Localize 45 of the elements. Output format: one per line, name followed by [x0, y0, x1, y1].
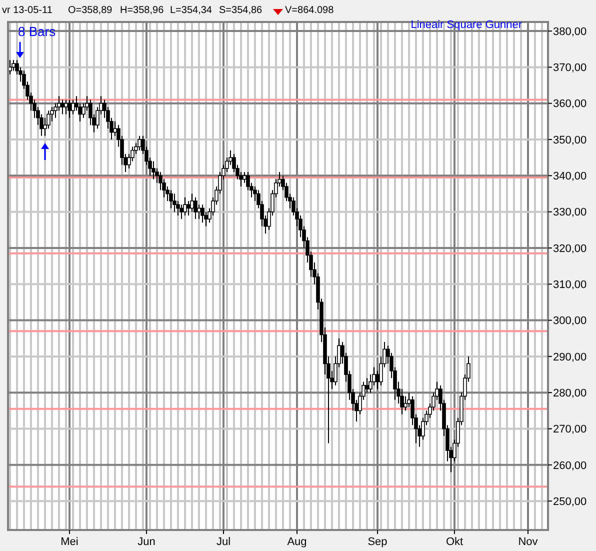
x-tick-label: Jul [216, 536, 231, 548]
y-tick-label: 290,00 [553, 351, 587, 364]
y-tick-label: 370,00 [553, 62, 587, 74]
text: L=354,34 [170, 5, 212, 16]
candlestick [190, 193, 194, 212]
y-tick-label: 250,00 [553, 496, 587, 508]
candlestick [64, 99, 68, 115]
text: vr 13-05-11 [2, 5, 53, 16]
candlestick [71, 99, 75, 115]
y-tick-label: 330,00 [553, 206, 587, 219]
y-tick-label: 310,00 [553, 278, 587, 291]
x-tick-label: Nov [518, 536, 538, 548]
y-tick-label: 300,00 [553, 315, 587, 328]
candlestick [186, 200, 190, 216]
x-tick-label: Okt [446, 536, 464, 548]
candlestick [172, 193, 176, 212]
candlestick [169, 190, 173, 209]
text: O=358,89 [68, 5, 113, 16]
text: V=864.098 [285, 5, 334, 16]
text: S=354,86 [219, 5, 263, 16]
candlestick [194, 196, 198, 220]
candlestick [138, 135, 142, 151]
x-tick-label: Mei [60, 536, 78, 548]
candlestick [404, 396, 408, 412]
candlestick [200, 204, 204, 224]
x-tick-label: Aug [287, 536, 307, 548]
y-tick-label: 270,00 [553, 424, 587, 436]
annotation: Lineair Square Gunner [410, 19, 522, 31]
x-tick-label: Sep [368, 536, 388, 548]
annotation: 8 Bars [18, 24, 56, 39]
candlestick [365, 378, 369, 394]
candlestick [12, 59, 16, 72]
text: H=358,96 [120, 5, 164, 16]
y-tick-label: 350,00 [553, 134, 587, 146]
candlestick [152, 160, 156, 180]
candlestick [183, 196, 187, 216]
y-tick-label: 280,00 [553, 387, 587, 400]
y-tick-label: 320,00 [553, 242, 587, 255]
y-tick-label: 380,00 [553, 26, 587, 38]
x-tick-label: Jun [138, 536, 156, 548]
y-tick-label: 260,00 [553, 460, 587, 472]
candlestick [68, 99, 72, 118]
y-tick-label: 360,00 [553, 98, 587, 110]
candlestick [60, 99, 64, 115]
y-tick-label: 340,00 [553, 170, 587, 183]
